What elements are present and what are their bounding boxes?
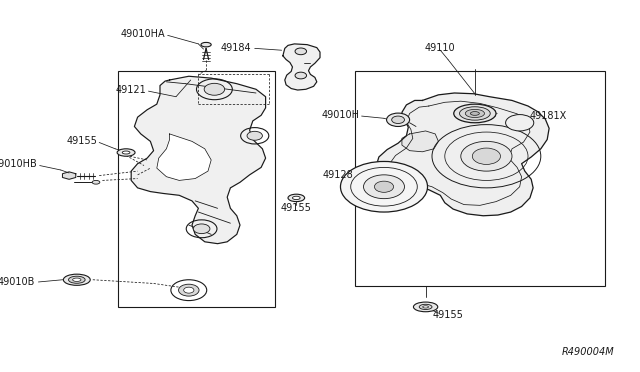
Ellipse shape (460, 107, 490, 120)
Text: 49010HA: 49010HA (120, 29, 165, 39)
Text: 49010HB: 49010HB (0, 160, 37, 169)
Text: 49155: 49155 (433, 311, 463, 320)
Text: 49184: 49184 (221, 43, 252, 52)
Ellipse shape (423, 306, 429, 308)
Bar (355, 71, 605, 286)
Text: 49128: 49128 (323, 170, 353, 180)
Polygon shape (157, 134, 211, 180)
Ellipse shape (419, 304, 432, 310)
Ellipse shape (454, 104, 496, 123)
Circle shape (193, 224, 210, 234)
Text: 49181X: 49181X (530, 111, 567, 121)
Circle shape (295, 48, 307, 55)
Ellipse shape (122, 151, 130, 154)
Circle shape (247, 131, 262, 140)
Ellipse shape (292, 196, 300, 199)
Circle shape (461, 141, 512, 171)
Circle shape (184, 287, 194, 293)
Text: 49010B: 49010B (0, 277, 35, 287)
Ellipse shape (73, 278, 81, 281)
Circle shape (364, 175, 404, 199)
Ellipse shape (413, 302, 438, 312)
Circle shape (472, 148, 500, 164)
Circle shape (387, 113, 410, 126)
Ellipse shape (92, 180, 100, 184)
Ellipse shape (288, 194, 305, 202)
Circle shape (295, 72, 307, 79)
Circle shape (340, 161, 428, 212)
Ellipse shape (63, 274, 90, 285)
Circle shape (374, 181, 394, 192)
Ellipse shape (465, 109, 484, 118)
Circle shape (506, 115, 534, 131)
Ellipse shape (201, 42, 211, 47)
Circle shape (179, 284, 199, 296)
Polygon shape (131, 76, 266, 244)
Text: 49155: 49155 (281, 203, 312, 213)
Text: 49110: 49110 (425, 43, 456, 52)
Polygon shape (402, 131, 438, 152)
Circle shape (392, 116, 404, 124)
Text: 49121: 49121 (115, 85, 146, 95)
Text: 49155: 49155 (67, 137, 97, 146)
Ellipse shape (68, 276, 85, 283)
Polygon shape (63, 172, 76, 179)
Bar (118, 71, 275, 307)
Ellipse shape (470, 112, 479, 115)
Text: R490004M: R490004M (562, 347, 614, 357)
Polygon shape (376, 93, 549, 216)
Circle shape (204, 83, 225, 95)
Ellipse shape (117, 149, 135, 156)
Polygon shape (283, 44, 320, 90)
Text: 49010H: 49010H (322, 110, 360, 119)
